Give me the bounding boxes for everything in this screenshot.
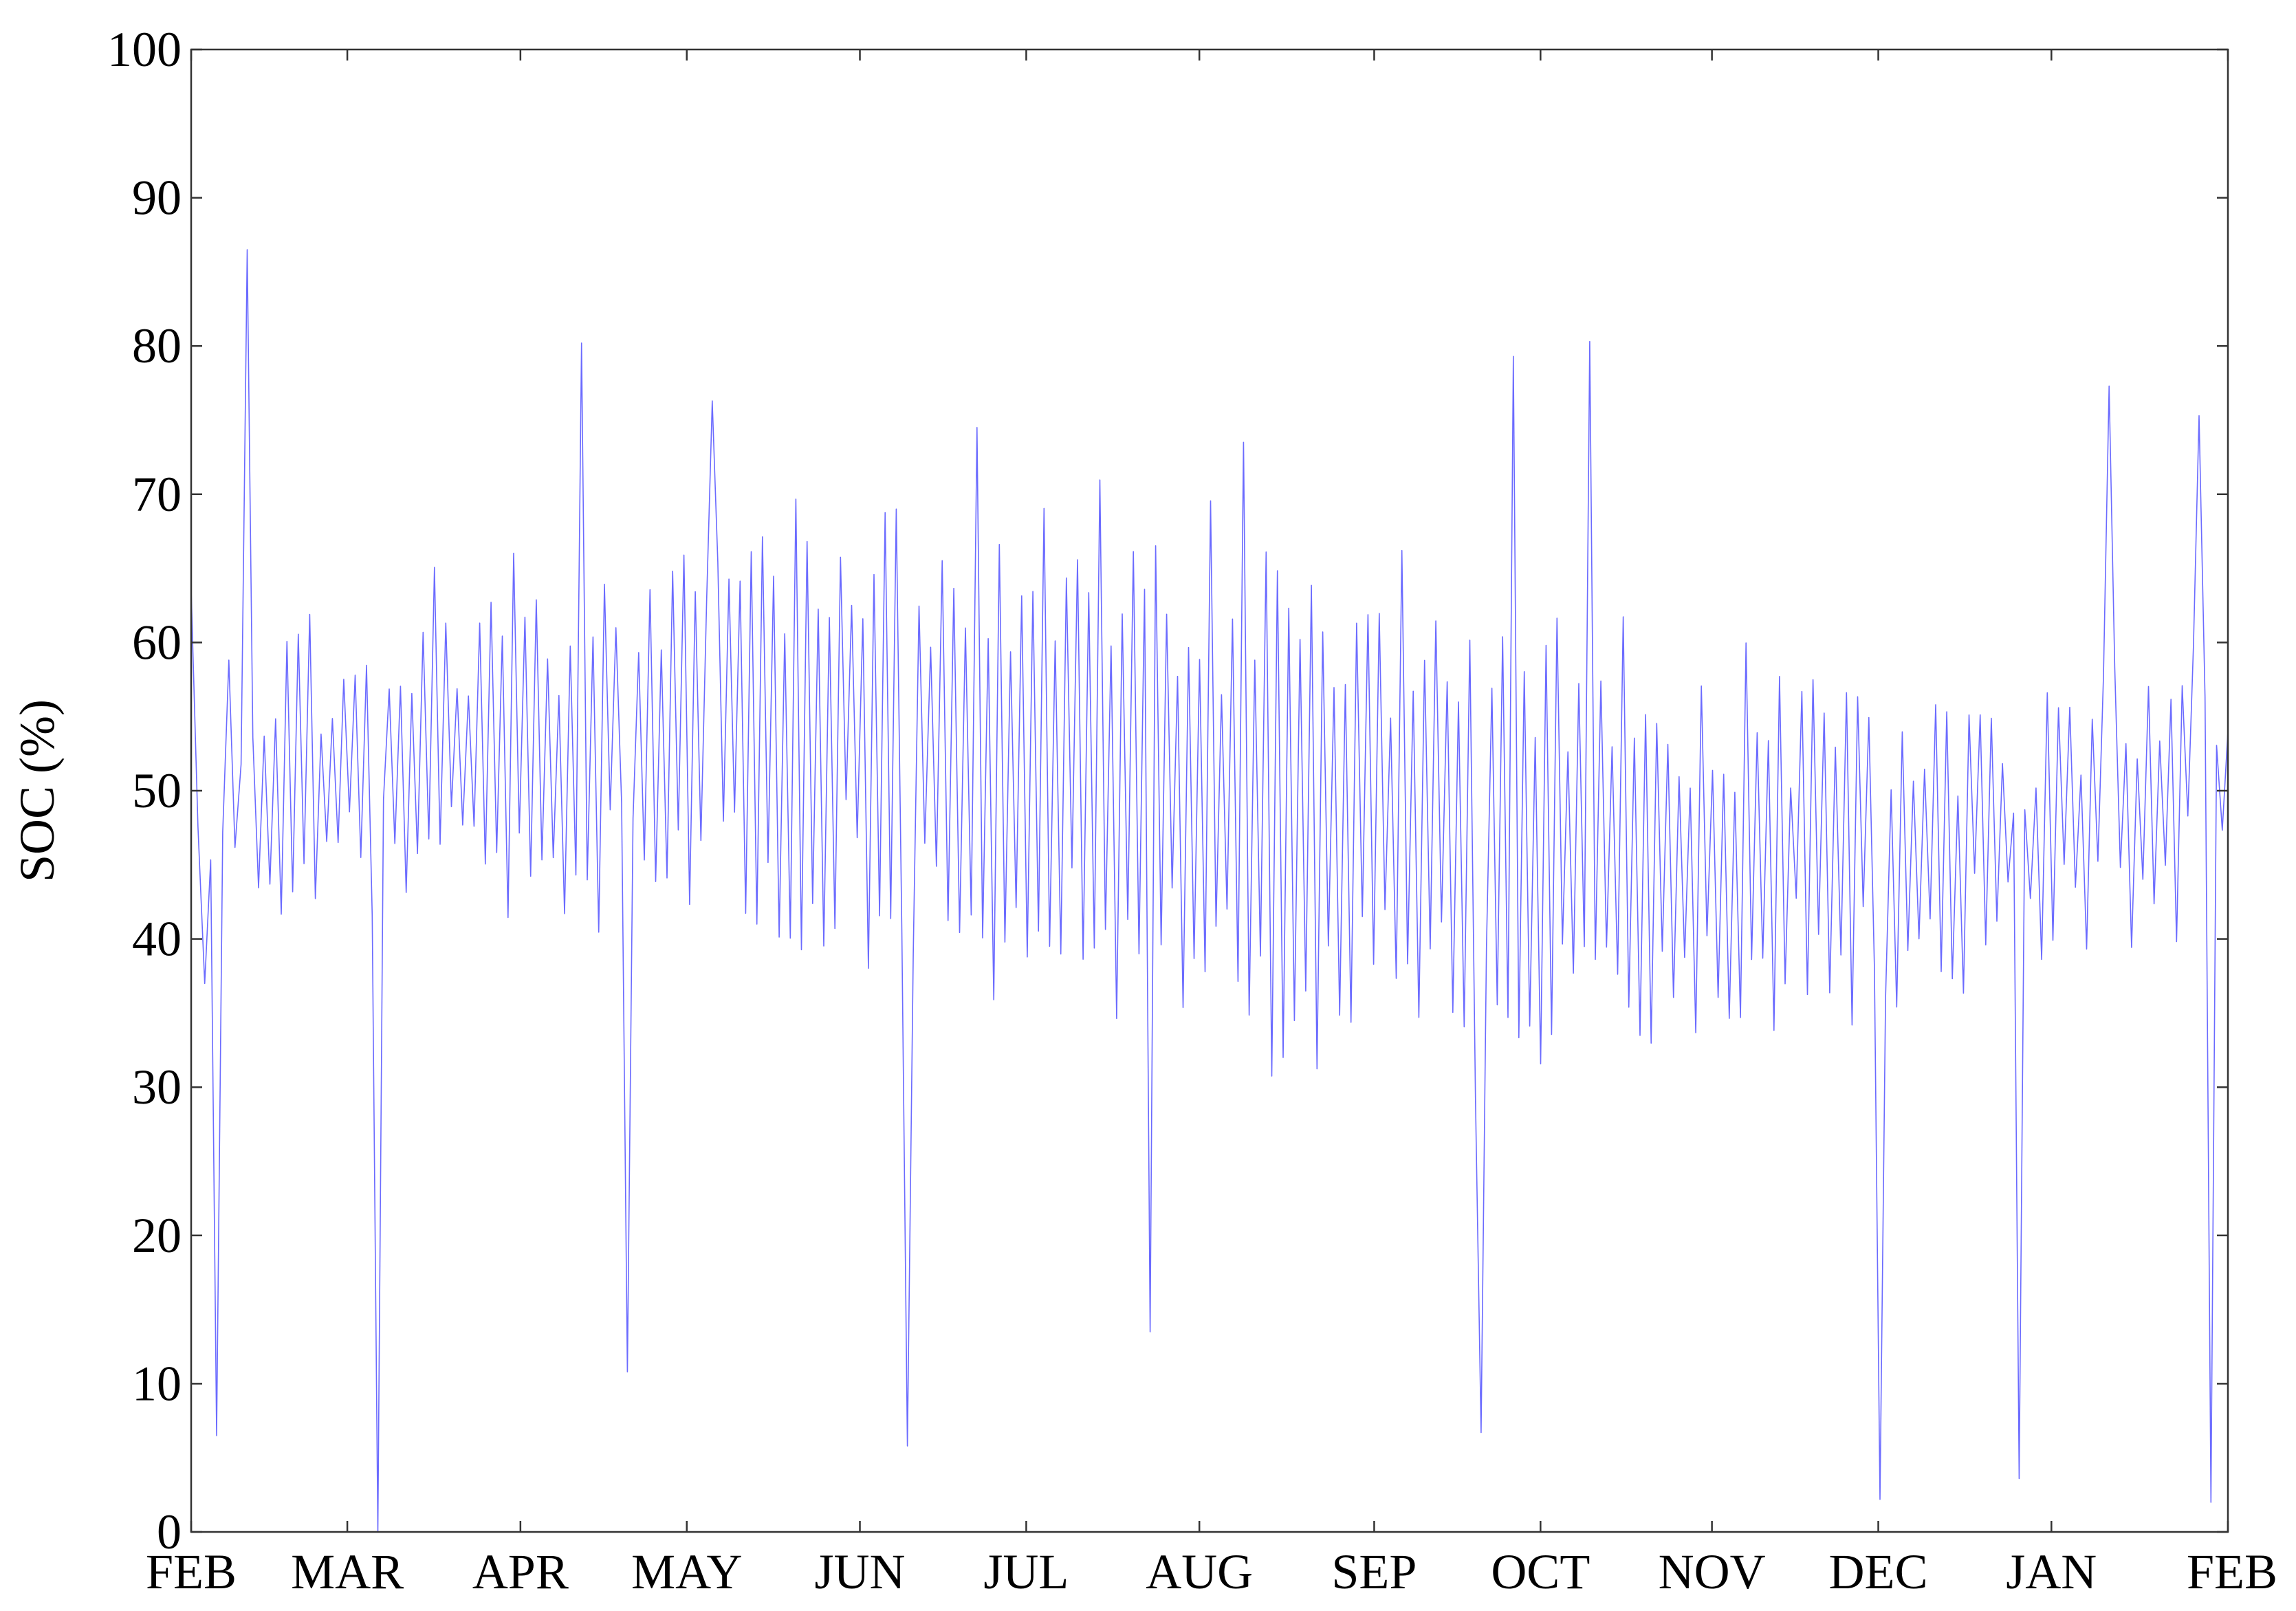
x-tick-label: APR <box>472 1544 569 1599</box>
y-tick-label: 90 <box>132 171 182 226</box>
x-tick-label: SEP <box>1331 1544 1417 1599</box>
y-tick-label: 100 <box>107 22 182 77</box>
y-tick-label: 40 <box>132 912 182 967</box>
plot-area <box>191 50 2228 1532</box>
soc-series-line <box>190 249 2229 1533</box>
y-tick-label: 0 <box>157 1504 182 1559</box>
x-tick-label: MAY <box>631 1544 742 1599</box>
y-tick-label: 70 <box>132 467 182 522</box>
x-tick-label: FEB <box>2187 1544 2277 1599</box>
series-layer <box>190 249 2229 1533</box>
y-tick-label: 10 <box>132 1356 182 1411</box>
y-tick-label: 20 <box>132 1208 182 1263</box>
y-tick-label: 30 <box>132 1060 182 1115</box>
x-tick-label: NOV <box>1659 1544 1766 1599</box>
x-tick-label: JUN <box>815 1544 906 1599</box>
x-tick-label: OCT <box>1491 1544 1590 1599</box>
y-axis-title: SOC (%) <box>10 699 65 882</box>
x-tick-label: JAN <box>2006 1544 2097 1599</box>
y-tick-label: 50 <box>132 763 182 818</box>
x-tick-label: JUL <box>983 1544 1069 1599</box>
axes-layer: 0 10 20 30 40 50 60 70 80 90 100 FEB MAR APR MAY JUN JUL… <box>107 22 2277 1599</box>
x-tick-label: FEB <box>146 1544 237 1599</box>
x-tick-label: AUG <box>1146 1544 1253 1599</box>
plot-background <box>191 50 2228 1532</box>
x-tick-label: DEC <box>1829 1544 1928 1599</box>
y-tick-label: 60 <box>132 615 182 670</box>
x-tick-label: MAR <box>291 1544 404 1599</box>
y-tick-label: 80 <box>132 318 182 373</box>
